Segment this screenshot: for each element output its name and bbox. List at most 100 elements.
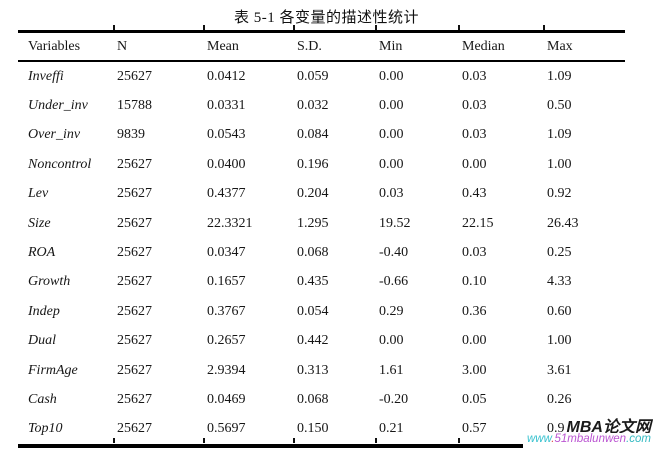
cell-value: 0.442 <box>297 333 329 349</box>
table-body: Inveffi 25627 0.0412 0.059 0.00 0.03 1.09 Under… <box>18 61 625 446</box>
cell-value: -0.40 <box>379 245 409 261</box>
cell-variable-name: Inveffi <box>28 68 64 84</box>
cell-value: 0.313 <box>297 362 329 378</box>
column-separator-tick <box>203 25 205 30</box>
cell-value: 0.084 <box>297 127 329 143</box>
cell-value: 25627 <box>117 68 152 84</box>
watermark-url-tld: .com <box>626 433 651 445</box>
cell-value: 1.09 <box>547 68 572 84</box>
cell-value: 0.00 <box>462 333 487 349</box>
table-row: FirmAge 25627 2.9394 0.313 1.61 3.00 3.61 <box>18 356 625 385</box>
cell-value: 0.00 <box>379 98 404 114</box>
column-header: N <box>107 31 197 62</box>
header-row: Variables N Mean S.D. Min Median Max <box>18 31 625 62</box>
cell-value: 2.9394 <box>207 362 246 378</box>
cell-value: 25627 <box>117 362 152 378</box>
cell-variable-name: Size <box>28 215 51 231</box>
cell-value: 0.60 <box>547 303 572 319</box>
cell-value: 25627 <box>117 186 152 202</box>
table-row: Noncontrol 25627 0.0400 0.196 0.00 0.00 1.00 <box>18 150 625 179</box>
cell-value: 0.03 <box>379 186 404 202</box>
cell-value: 0.03 <box>462 98 487 114</box>
cell-variable-name: Noncontrol <box>28 156 92 172</box>
cell-value: 25627 <box>117 421 152 437</box>
cell-variable-name: Growth <box>28 274 71 290</box>
watermark-url-prefix: www <box>526 433 552 445</box>
cell-value: 15788 <box>117 98 152 114</box>
cell-value: 25627 <box>117 274 152 290</box>
cell-value: 3.00 <box>462 362 487 378</box>
cell-value: 0.0347 <box>207 245 246 261</box>
cell-value: 0.50 <box>547 98 572 114</box>
cell-value: 0.05 <box>462 391 487 407</box>
cell-value: 25627 <box>117 215 152 231</box>
cell-value: 0.00 <box>379 156 404 172</box>
column-separator-tick <box>543 25 545 30</box>
cell-value: 0.068 <box>297 391 329 407</box>
cell-variable-name: Cash <box>28 391 57 407</box>
cell-value: 0.0543 <box>207 127 246 143</box>
column-separator-tick <box>375 25 377 30</box>
cell-value: 1.295 <box>297 215 329 231</box>
table-row: Cash 25627 0.0469 0.068 -0.20 0.05 0.26 <box>18 385 625 414</box>
column-separator-tick <box>375 438 377 443</box>
cell-variable-name: Over_inv <box>28 127 81 143</box>
table-row: Dual 25627 0.2657 0.442 0.00 0.00 1.00 <box>18 327 625 356</box>
statistics-table: Variables N Mean S.D. Min Median Max Inveffi 25… <box>18 30 625 449</box>
cell-value: 25627 <box>117 156 152 172</box>
table-row: Top10 25627 0.5697 0.150 0.21 0.57 0.9 <box>18 415 625 446</box>
cell-value: 0.29 <box>379 303 404 319</box>
column-separator-tick <box>203 438 205 443</box>
cell-value: 0.00 <box>379 333 404 349</box>
cell-value: 0.92 <box>547 186 572 202</box>
cell-value: 22.15 <box>462 215 494 231</box>
cell-value: 0.3767 <box>207 303 246 319</box>
watermark-url-sep: . <box>551 433 555 445</box>
cell-value: 0.26 <box>547 391 572 407</box>
cell-value: 0.0469 <box>207 391 246 407</box>
table-row: Size 25627 22.3321 1.295 19.52 22.15 26.43 <box>18 209 625 238</box>
column-separator-tick <box>113 438 115 443</box>
cell-variable-name: Dual <box>28 333 56 349</box>
watermark-url-domain: 51mbalunwen <box>554 433 627 445</box>
cell-value: 0.204 <box>297 186 329 202</box>
cell-value: 0.10 <box>462 274 487 290</box>
table-row: Lev 25627 0.4377 0.204 0.03 0.43 0.92 <box>18 180 625 209</box>
column-separator-tick <box>458 25 460 30</box>
table-header: Variables N Mean S.D. Min Median Max <box>18 31 625 62</box>
cell-value: 9839 <box>117 127 145 143</box>
cell-value: 1.61 <box>379 362 404 378</box>
cell-value: 0.57 <box>462 421 487 437</box>
cell-value: 19.52 <box>379 215 411 231</box>
column-header: Median <box>452 31 537 62</box>
cell-value: 0.054 <box>297 303 329 319</box>
cell-value: 1.09 <box>547 127 572 143</box>
cell-variable-name: ROA <box>28 245 56 261</box>
cell-value: 0.00 <box>379 68 404 84</box>
cell-value: 0.03 <box>462 127 487 143</box>
cell-value: 0.36 <box>462 303 487 319</box>
cell-variable-name: Lev <box>28 186 49 202</box>
cell-value: 0.032 <box>297 98 329 114</box>
table-row: Growth 25627 0.1657 0.435 -0.66 0.10 4.33 <box>18 268 625 297</box>
cell-value: 25627 <box>117 333 152 349</box>
cell-value: 0.1657 <box>207 274 246 290</box>
cell-value: 0.2657 <box>207 333 246 349</box>
cell-value: 4.33 <box>547 274 572 290</box>
cell-value: 0.435 <box>297 274 329 290</box>
cell-value: 1.00 <box>547 156 572 172</box>
cell-value: -0.66 <box>379 274 409 290</box>
column-separator-tick <box>458 438 460 443</box>
cell-value: 0.9 <box>547 421 565 437</box>
cell-value: 0.196 <box>297 156 329 172</box>
cell-value: 3.61 <box>547 362 572 378</box>
cell-value: 0.03 <box>462 245 487 261</box>
cell-variable-name: Indep <box>28 303 60 319</box>
table-row: Under_inv 15788 0.0331 0.032 0.00 0.03 0.50 <box>18 91 625 120</box>
table-row: ROA 25627 0.0347 0.068 -0.40 0.03 0.25 <box>18 238 625 267</box>
cell-value: 22.3321 <box>207 215 253 231</box>
cell-value: 0.0400 <box>207 156 246 172</box>
table-row: Indep 25627 0.3767 0.054 0.29 0.36 0.60 <box>18 297 625 326</box>
column-separator-tick <box>293 25 295 30</box>
